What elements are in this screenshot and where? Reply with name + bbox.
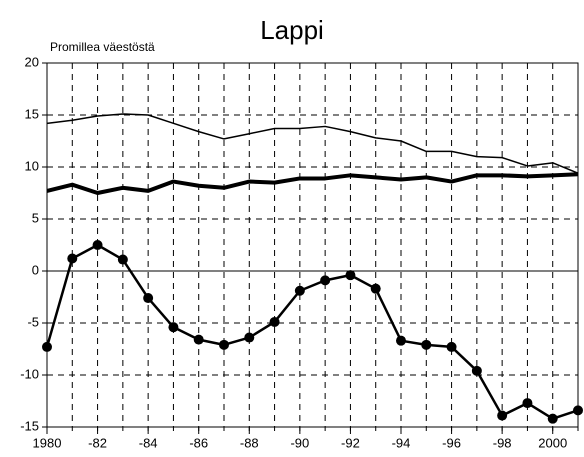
marker xyxy=(396,335,406,346)
x-tick-label: -88 xyxy=(240,435,259,450)
marker xyxy=(345,270,356,281)
x-tick-label: -92 xyxy=(341,435,360,450)
marker xyxy=(168,322,179,333)
marker xyxy=(219,339,229,350)
marker xyxy=(269,316,280,327)
marker xyxy=(421,339,432,350)
y-tick-label: 5 xyxy=(32,210,39,225)
y-tick-label: -10 xyxy=(20,366,39,381)
y-tick-label: 0 xyxy=(32,262,39,277)
x-tick-label: -86 xyxy=(189,435,208,450)
marker xyxy=(117,254,128,265)
plot-frame xyxy=(46,62,579,428)
y-tick-label: 10 xyxy=(25,158,39,173)
marker xyxy=(143,293,154,304)
marker xyxy=(370,283,381,294)
marker xyxy=(446,341,457,352)
y-tick-label: 20 xyxy=(25,54,39,69)
marker xyxy=(547,413,558,424)
marker xyxy=(67,253,78,264)
y-axis-label: Promillea väestöstä xyxy=(50,40,155,54)
marker xyxy=(497,410,508,421)
marker xyxy=(244,332,255,343)
chart-title: Lappi xyxy=(260,15,324,45)
marker xyxy=(92,240,103,250)
marker xyxy=(471,365,482,376)
x-tick-label: -84 xyxy=(139,435,158,450)
x-tick-label: -96 xyxy=(442,435,461,450)
y-tick-label: 15 xyxy=(25,106,39,121)
x-tick-label: -90 xyxy=(290,435,309,450)
marker xyxy=(522,398,533,409)
marker xyxy=(193,334,204,345)
x-tick-label: -82 xyxy=(88,435,107,450)
series-line xyxy=(46,113,579,174)
x-tick-label: -98 xyxy=(493,435,512,450)
x-tick-label: 2000 xyxy=(538,435,567,450)
x-tick-label: 1980 xyxy=(33,435,62,450)
marker xyxy=(42,341,52,352)
x-tick-label: -94 xyxy=(392,435,411,450)
marker xyxy=(294,285,305,296)
marker xyxy=(320,275,331,286)
y-tick-label: -15 xyxy=(20,418,39,433)
series-line xyxy=(45,243,579,420)
series-line xyxy=(46,172,579,195)
y-tick-label: -5 xyxy=(27,314,39,329)
marker xyxy=(573,405,583,416)
